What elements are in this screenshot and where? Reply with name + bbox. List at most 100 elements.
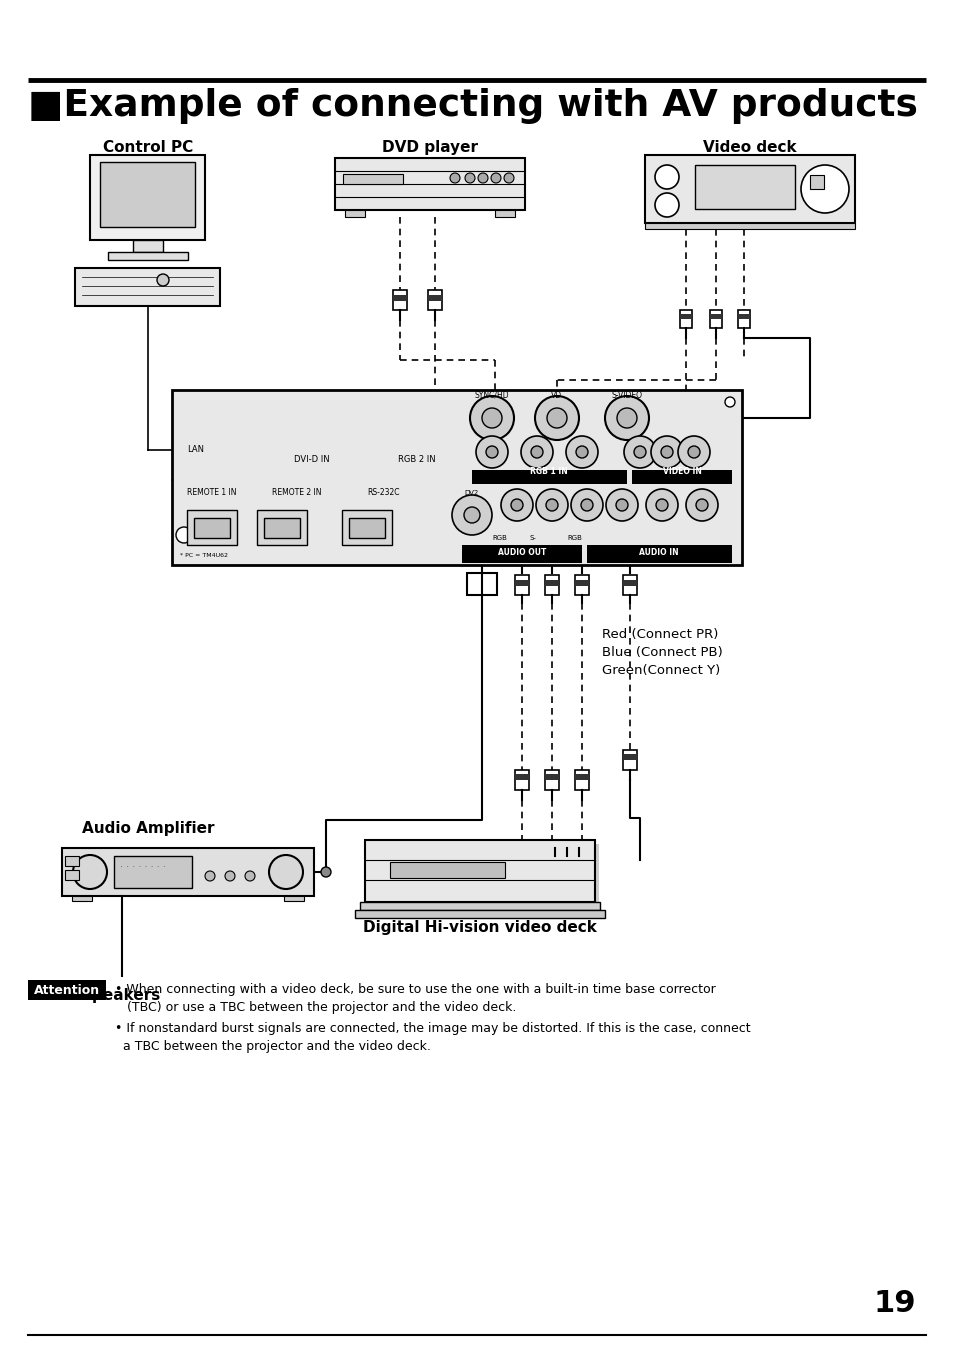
Circle shape [500,488,533,521]
Bar [428,295,441,301]
Bar [575,770,588,791]
Bar [90,155,205,240]
Bar [71,896,91,901]
Bar [738,310,749,328]
Bar [544,580,558,585]
Text: RGB: RGB [566,536,581,541]
Bar [622,754,637,759]
Circle shape [623,436,656,468]
Circle shape [576,447,587,459]
Text: DVD player: DVD player [381,140,477,155]
Bar [467,573,497,595]
Circle shape [205,871,214,881]
Text: AUDIO IN: AUDIO IN [639,548,679,557]
Bar [369,844,598,916]
Text: LAN: LAN [188,445,204,455]
Bar [622,750,637,770]
Bar [341,510,392,545]
Text: VD: VD [551,391,562,401]
Text: REMOTE 1 IN: REMOTE 1 IN [187,488,236,496]
Bar [113,857,192,888]
Text: REMOTE 2 IN: REMOTE 2 IN [272,488,321,496]
Text: Audio Amplifier: Audio Amplifier [82,822,214,836]
Circle shape [645,488,678,521]
Text: Red (Connect PR): Red (Connect PR) [601,629,718,641]
Text: RGB: RGB [492,536,506,541]
Circle shape [655,165,679,189]
Bar [461,545,581,563]
Text: S-VIDEO: S-VIDEO [611,391,641,401]
Bar [515,575,529,595]
Text: S-: S- [530,536,537,541]
Bar [132,240,163,252]
Text: ■Example of connecting with AV products: ■Example of connecting with AV products [28,88,917,124]
Bar [544,774,558,780]
Bar [495,210,515,217]
Bar [709,310,721,328]
Bar [187,510,236,545]
Bar [172,390,741,565]
Circle shape [571,488,602,521]
Circle shape [491,173,500,183]
Bar [343,174,402,183]
Text: DVI-D IN: DVI-D IN [294,455,330,464]
Text: RS-232C: RS-232C [367,488,399,496]
Bar [575,580,588,585]
Bar [622,580,637,585]
Circle shape [685,488,718,521]
Circle shape [565,436,598,468]
Text: Speakers: Speakers [82,987,161,1004]
Circle shape [660,447,672,459]
Text: SYNC/HD: SYNC/HD [475,391,509,401]
Circle shape [655,193,679,217]
Circle shape [175,527,192,544]
Text: Video deck: Video deck [702,140,796,155]
Bar [390,862,504,878]
Circle shape [452,495,492,536]
Circle shape [520,436,553,468]
Circle shape [656,499,667,511]
Circle shape [463,507,479,523]
Circle shape [511,499,522,511]
Bar [382,407,451,447]
Bar [622,575,637,595]
Bar [108,252,188,260]
Text: VIDEO IN: VIDEO IN [662,467,700,476]
Text: DV2: DV2 [464,490,478,496]
Text: Blue (Connect PB): Blue (Connect PB) [601,646,722,660]
Circle shape [531,447,542,459]
Bar [631,469,731,484]
Circle shape [535,397,578,440]
Bar [544,770,558,791]
Bar [393,295,407,301]
Circle shape [536,488,567,521]
Bar [644,155,854,223]
Circle shape [481,407,501,428]
Bar [515,580,529,585]
Bar [262,401,361,455]
Bar [65,870,79,880]
Circle shape [687,447,700,459]
Bar [62,849,314,896]
Text: RGB 2 IN: RGB 2 IN [397,455,436,464]
Bar [575,575,588,595]
Circle shape [696,499,707,511]
Bar [335,158,524,210]
Circle shape [546,407,566,428]
Bar [284,896,304,901]
Circle shape [157,274,169,286]
Circle shape [470,397,514,440]
Circle shape [225,871,234,881]
Bar [679,310,691,328]
Bar [515,774,529,780]
Circle shape [73,855,107,889]
Circle shape [801,165,848,213]
Circle shape [320,867,331,877]
Bar [376,401,456,455]
Circle shape [604,397,648,440]
Circle shape [477,173,488,183]
Bar [679,314,691,318]
Bar [264,518,299,538]
Bar [355,911,604,919]
Bar [182,442,210,461]
